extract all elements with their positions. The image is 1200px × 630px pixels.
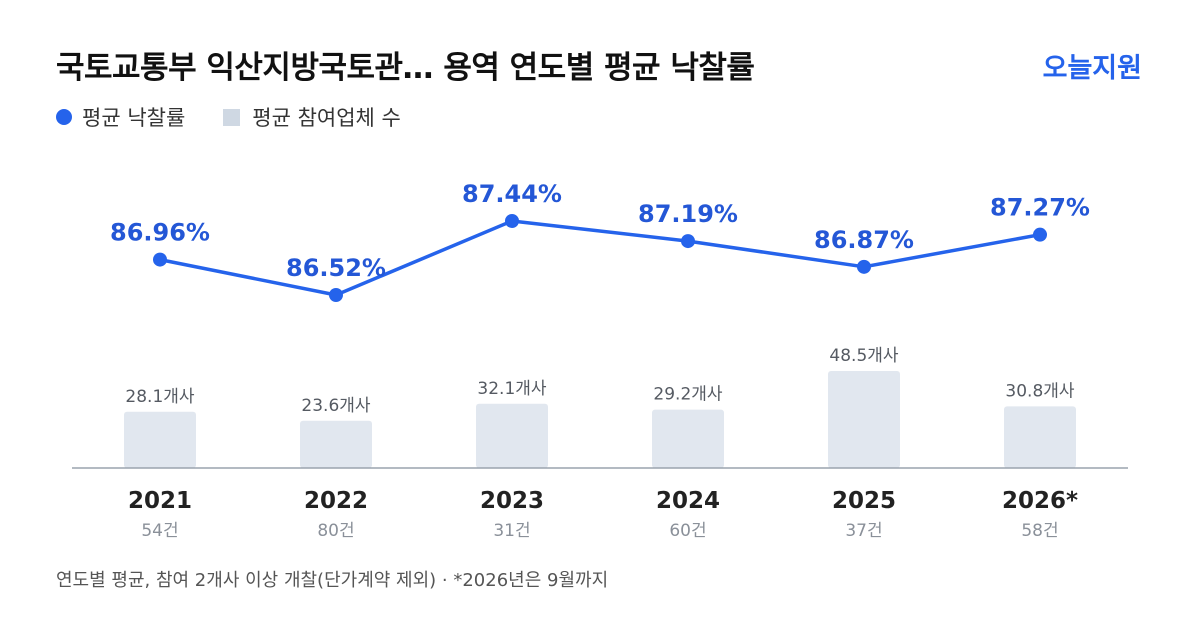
participants-bar-label: 29.2개사 <box>653 385 722 405</box>
participants-bar <box>652 409 724 468</box>
chart-footnote: 연도별 평균, 참여 2개사 이상 개찰(단가계약 제외) · *2026년은 … <box>56 570 609 591</box>
legend-item-participants: 평균 참여업체 수 <box>223 102 401 132</box>
legend-label-rate: 평균 낙찰률 <box>82 106 186 130</box>
participants-bar <box>828 371 900 468</box>
x-tick-label: 2021 <box>128 488 192 514</box>
rate-point <box>1033 227 1047 242</box>
rate-data-label: 87.27% <box>990 194 1090 222</box>
participants-bar <box>300 420 372 468</box>
participants-bar <box>1004 406 1076 468</box>
x-tick-count: 31건 <box>493 521 530 541</box>
rate-point <box>329 288 343 302</box>
rate-point <box>505 214 519 228</box>
rate-data-label: 86.96% <box>110 219 210 247</box>
participants-bar <box>476 403 548 468</box>
rate-data-label: 86.87% <box>814 226 914 254</box>
rate-data-label: 87.19% <box>638 200 738 228</box>
legend-label-participants: 평균 참여업체 수 <box>252 106 401 130</box>
brand-logo[interactable]: 오늘지원 <box>1042 53 1142 84</box>
x-tick-label: 2026* <box>1002 488 1078 514</box>
x-tick-label: 2023 <box>480 488 544 514</box>
x-tick-label: 2022 <box>304 488 368 514</box>
x-tick-count: 37건 <box>845 521 882 541</box>
x-tick-count: 58건 <box>1021 521 1058 541</box>
participants-bar-label: 28.1개사 <box>125 387 194 407</box>
x-tick-count: 80건 <box>317 521 354 541</box>
rate-line <box>159 219 1041 297</box>
x-tick-count: 60건 <box>669 521 706 541</box>
participants-bar-label: 23.6개사 <box>301 396 370 416</box>
legend-square-icon <box>223 108 241 126</box>
participants-bar-label: 48.5개사 <box>829 346 898 366</box>
rate-point <box>857 259 871 274</box>
legend-item-rate: 평균 낙찰률 <box>56 102 185 132</box>
chart-title: 국토교통부 익산지방국토관… 용역 연도별 평균 낙찰률 <box>56 50 755 86</box>
x-tick-label: 2025 <box>832 488 896 514</box>
chart-legend: 평균 낙찰률 평균 참여업체 수 <box>56 102 439 132</box>
rate-point <box>153 252 167 267</box>
rate-data-label: 87.44% <box>462 180 562 208</box>
participants-bar <box>124 411 196 468</box>
participants-bar-label: 30.8개사 <box>1005 381 1074 401</box>
x-tick-count: 54건 <box>141 521 178 541</box>
rate-data-label: 86.52% <box>286 254 386 282</box>
x-tick-label: 2024 <box>656 488 720 514</box>
rate-point <box>681 234 695 249</box>
participants-bar-label: 32.1개사 <box>477 379 546 399</box>
legend-dot-icon <box>56 109 72 125</box>
